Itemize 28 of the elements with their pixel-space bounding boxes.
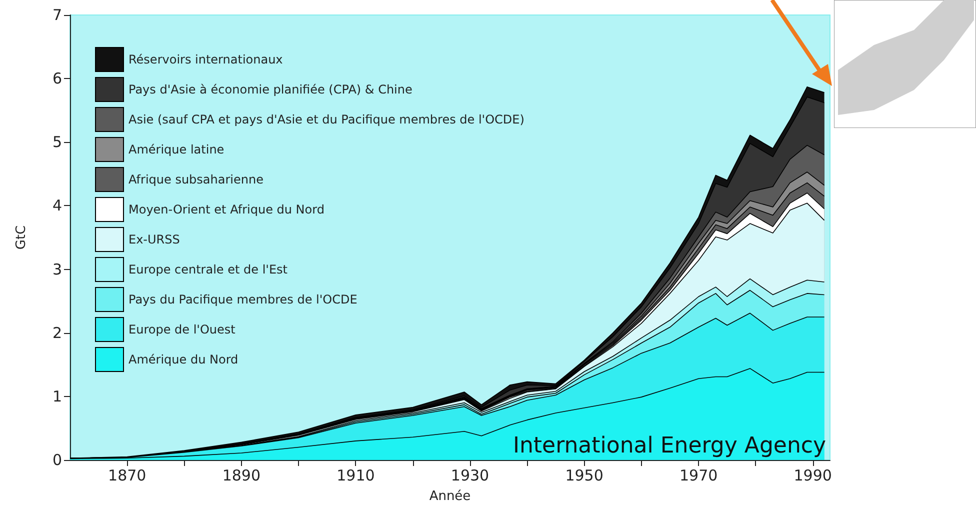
legend-label: Afrique subsaharienne — [128, 172, 264, 186]
y-axis-title: GtC — [14, 225, 29, 250]
legend-label: Pays du Pacifique membres de l'OCDE — [128, 292, 358, 306]
y-tick-label: 1 — [52, 387, 62, 406]
x-tick-label: 1970 — [679, 466, 718, 484]
legend-label: Europe centrale et de l'Est — [128, 262, 288, 276]
x-tick-label: 1890 — [222, 466, 261, 484]
legend-label: Réservoirs internationaux — [128, 52, 283, 66]
legend-label: Asie (sauf CPA et pays d'Asie et du Pacifique membres de l'OCDE) — [128, 112, 524, 126]
x-axis-title: Année — [429, 489, 471, 504]
legend-label: Ex-URSS — [128, 232, 180, 246]
x-tick-label: 1990 — [794, 466, 832, 484]
x-tick-label: 1870 — [108, 466, 146, 484]
y-tick-label: 0 — [52, 451, 62, 469]
legend-label: Moyen-Orient et Afrique du Nord — [128, 202, 324, 216]
legend-label: Europe de l'Ouest — [128, 322, 236, 336]
legend-label: Amérique latine — [128, 142, 224, 156]
x-tick-label: 1950 — [565, 466, 604, 484]
x-tick-label: 1910 — [336, 466, 375, 484]
y-tick-label: 5 — [52, 133, 62, 152]
legend-label: Amérique du Nord — [128, 352, 238, 366]
legend-label: Pays d'Asie à économie planifiée (CPA) & Chine — [128, 82, 412, 96]
y-tick-label: 2 — [52, 324, 62, 342]
y-tick-label: 6 — [52, 70, 62, 88]
y-tick-label: 4 — [52, 196, 62, 215]
y-tick-label: 3 — [52, 260, 62, 278]
x-tick-label: 1930 — [450, 466, 490, 484]
y-tick-label: 7 — [52, 6, 62, 24]
